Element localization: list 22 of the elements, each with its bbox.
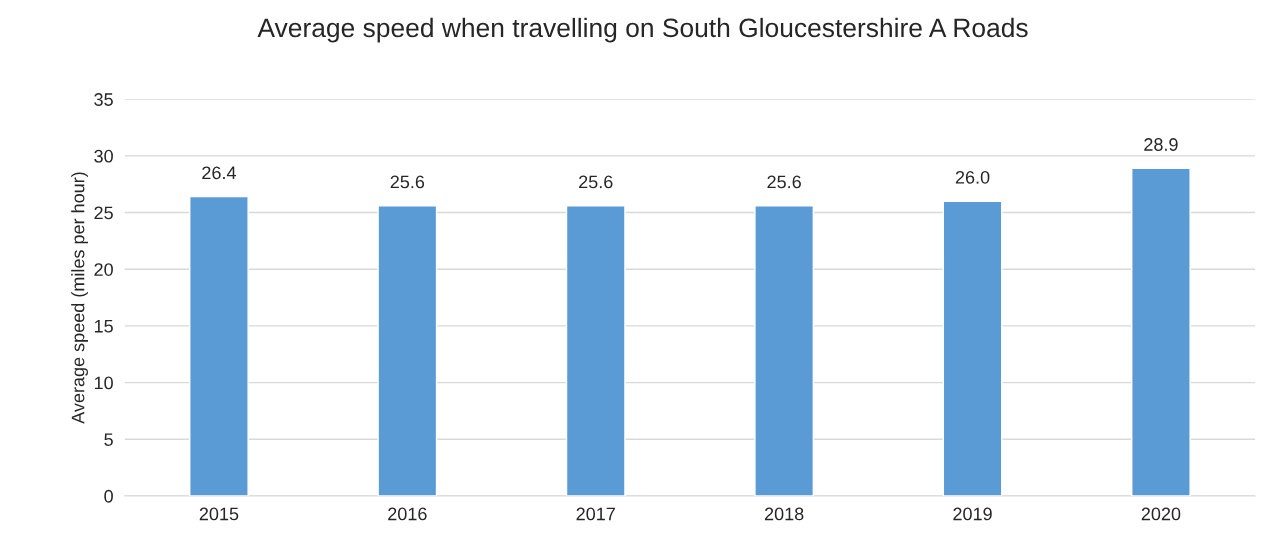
y-axis-title: Average speed (miles per hour) bbox=[71, 172, 88, 424]
y-tick-label: 5 bbox=[104, 433, 113, 446]
data-label: 25.6 bbox=[767, 175, 801, 189]
y-tick-label: 15 bbox=[94, 320, 113, 333]
data-label: 25.6 bbox=[390, 175, 425, 189]
y-tick-label: 10 bbox=[94, 376, 113, 390]
y-tick-label: 30 bbox=[94, 149, 113, 163]
y-tick-label: 0 bbox=[104, 489, 113, 503]
data-label: 26.0 bbox=[955, 170, 990, 184]
x-tick-label: 2020 bbox=[1141, 507, 1181, 521]
data-label: 25.6 bbox=[579, 175, 613, 189]
y-tick-label: 20 bbox=[94, 263, 113, 276]
x-tick-label: 2017 bbox=[576, 507, 615, 521]
y-tick-label: 35 bbox=[94, 93, 113, 106]
chart-title: Average speed when travelling on South Gloucestershire A Roads bbox=[257, 17, 1028, 43]
data-label: 26.4 bbox=[202, 166, 236, 180]
x-tick-label: 2018 bbox=[764, 507, 804, 521]
y-tick-label: 25 bbox=[94, 206, 113, 220]
x-tick-label: 2019 bbox=[953, 507, 992, 521]
data-label: 28.9 bbox=[1144, 138, 1178, 151]
x-tick-label: 2016 bbox=[388, 507, 427, 521]
x-tick-label: 2015 bbox=[199, 507, 239, 521]
